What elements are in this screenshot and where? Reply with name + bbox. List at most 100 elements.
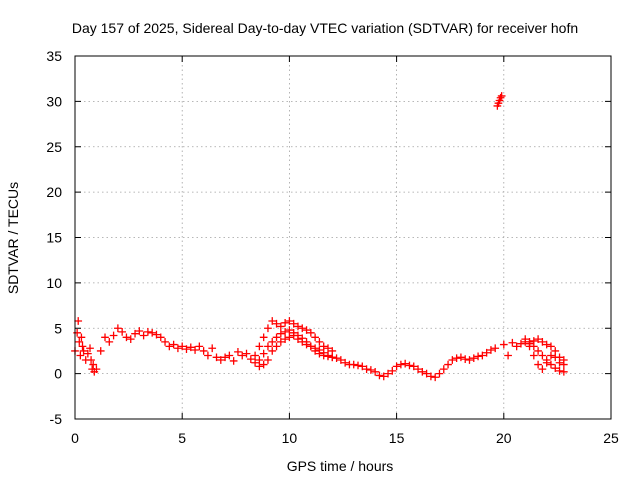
data-point	[191, 346, 199, 354]
data-point	[375, 371, 384, 380]
data-point	[264, 324, 272, 333]
data-point	[86, 344, 94, 353]
tick-labels: 0 5 10 15 20 25 -5 0 5 10 15 20 25 30 35	[46, 48, 619, 446]
data-point	[251, 351, 259, 360]
data-point	[409, 362, 418, 371]
data-point	[118, 328, 127, 336]
chart-title: Day 157 of 2025, Sidereal Day-to-day VTE…	[72, 20, 578, 36]
data-point	[384, 369, 392, 378]
y-tick-label: 5	[54, 320, 62, 336]
data-point	[538, 365, 547, 373]
data-point	[294, 322, 302, 331]
data-point	[315, 349, 324, 358]
data-point	[272, 342, 281, 351]
data-point	[92, 365, 101, 373]
data-point	[324, 352, 332, 361]
data-point	[512, 342, 521, 351]
data-point	[272, 319, 281, 328]
data-point	[388, 367, 397, 375]
data-point	[504, 351, 512, 360]
data-point	[418, 367, 427, 376]
data-point	[131, 329, 139, 338]
data-point	[77, 333, 86, 342]
x-tick-label: 15	[389, 430, 405, 446]
data-points	[71, 92, 568, 382]
data-point	[255, 356, 264, 364]
data-point	[76, 351, 85, 360]
data-point	[84, 349, 92, 358]
data-point	[169, 340, 178, 349]
data-point	[497, 92, 506, 100]
data-point	[156, 333, 165, 342]
data-point	[555, 358, 564, 367]
x-tick-label: 5	[178, 430, 186, 446]
x-axis-label: GPS time / hours	[287, 458, 394, 474]
data-point	[268, 338, 277, 346]
data-point	[101, 333, 109, 342]
data-point	[87, 356, 95, 364]
data-point	[174, 344, 182, 353]
data-point	[276, 329, 285, 338]
data-point	[392, 362, 401, 371]
data-point	[324, 344, 332, 353]
data-point	[349, 360, 358, 369]
data-point	[272, 333, 281, 342]
data-point	[281, 328, 289, 336]
y-tick-label: 30	[46, 93, 62, 109]
data-point	[487, 346, 495, 354]
data-point	[525, 342, 534, 351]
data-point	[259, 349, 268, 358]
data-point	[242, 349, 251, 358]
data-point	[542, 340, 551, 349]
data-point	[225, 351, 234, 360]
data-point	[547, 351, 555, 360]
data-point	[559, 367, 568, 376]
data-point	[259, 333, 268, 342]
data-point	[246, 355, 255, 363]
data-point	[431, 373, 440, 382]
data-point	[204, 351, 212, 360]
y-tick-label: 20	[46, 184, 62, 200]
data-point	[178, 342, 187, 351]
data-point	[285, 326, 294, 334]
data-point	[435, 369, 444, 378]
data-point	[75, 338, 84, 346]
data-point	[186, 343, 195, 352]
data-point	[74, 317, 83, 325]
data-point	[482, 348, 491, 357]
data-point	[306, 342, 315, 351]
data-point	[534, 335, 542, 343]
data-point	[264, 342, 272, 351]
x-tick-label: 20	[496, 430, 512, 446]
data-point	[79, 347, 88, 355]
y-tick-label: 35	[46, 48, 62, 64]
data-point	[268, 317, 277, 325]
data-point	[559, 360, 568, 369]
data-point	[268, 347, 277, 355]
data-point	[551, 364, 560, 373]
y-tick-label: 0	[54, 366, 62, 382]
data-point	[126, 335, 135, 343]
data-point	[444, 360, 452, 369]
x-tick-label: 0	[71, 430, 79, 446]
data-point	[362, 365, 371, 373]
data-point	[139, 331, 148, 340]
data-point	[465, 356, 474, 364]
data-point	[255, 342, 264, 351]
data-point	[289, 319, 298, 328]
data-point	[285, 333, 294, 342]
data-point	[555, 367, 564, 375]
data-point	[78, 342, 87, 351]
data-point	[401, 359, 410, 368]
data-point	[208, 344, 217, 353]
data-point	[109, 331, 118, 340]
data-point	[534, 360, 542, 369]
data-point	[478, 351, 487, 360]
data-point	[319, 342, 328, 351]
data-point	[517, 339, 525, 348]
y-tick-label: 10	[46, 275, 62, 291]
data-point	[319, 351, 328, 360]
data-point	[358, 362, 367, 371]
data-point	[251, 358, 259, 367]
